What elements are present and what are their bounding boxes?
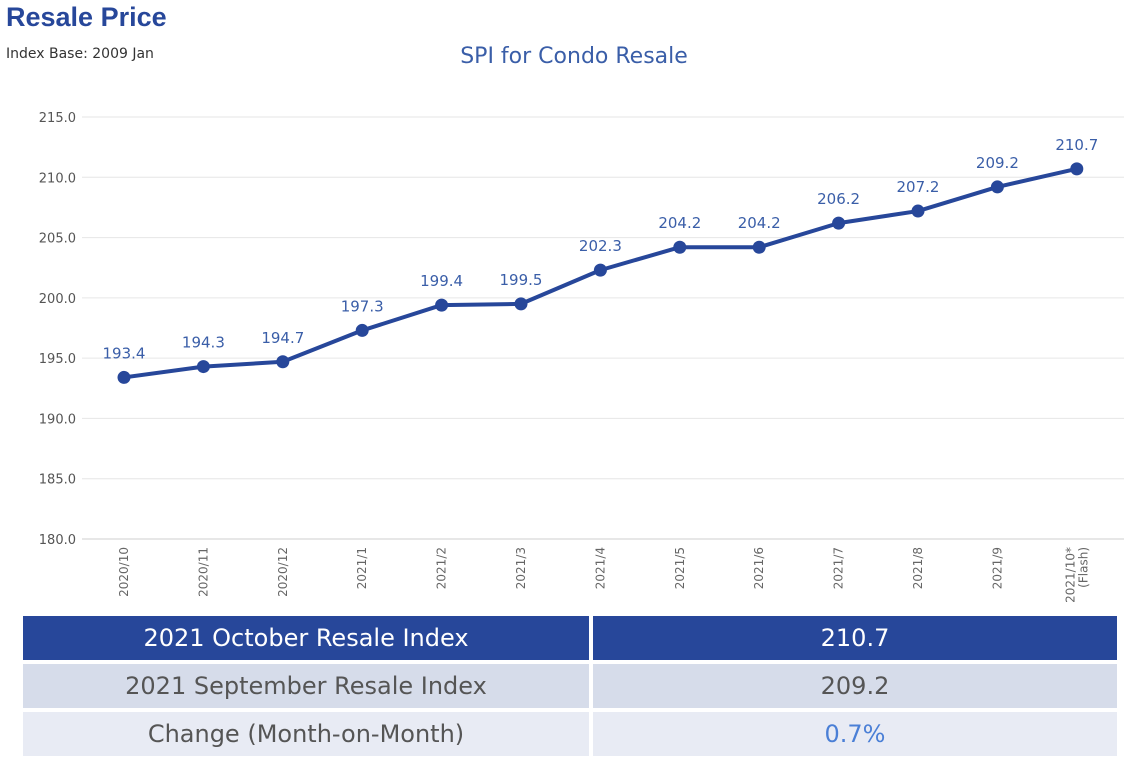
y-tick-label: 200.0 — [39, 292, 76, 307]
table-row: 2021 September Resale Index 209.2 — [23, 664, 1117, 712]
data-label: 202.3 — [579, 237, 622, 255]
x-tick-label-line: 2021/7 — [832, 547, 846, 589]
x-tick-label: 2021/3 — [514, 547, 528, 589]
chart-title: SPI for Condo Resale — [460, 44, 688, 69]
data-point — [276, 355, 290, 369]
data-point — [673, 240, 687, 254]
x-tick-label-line: 2021/3 — [514, 547, 528, 589]
x-tick-label: 2020/12 — [276, 547, 290, 597]
data-label: 204.2 — [738, 214, 781, 232]
x-tick-label: 2021/9 — [990, 547, 1004, 589]
x-tick-label: 2021/2 — [435, 547, 449, 589]
x-tick-label: 2021/10*(Flash) — [1063, 547, 1090, 603]
data-label: 207.2 — [897, 178, 940, 196]
change-value: 0.7% — [593, 712, 1117, 760]
current-month-label: 2021 October Resale Index — [23, 616, 593, 664]
data-label: 209.2 — [976, 154, 1019, 172]
data-label: 210.7 — [1055, 136, 1098, 154]
spi-line-chart: SPI for Condo Resale 180.0 185.0 190.0 195.… — [39, 44, 1124, 603]
data-point — [752, 240, 766, 254]
x-tick-label-line: 2021/10* — [1063, 547, 1077, 603]
data-point — [1070, 162, 1084, 176]
y-tick-label: 180.0 — [39, 533, 76, 548]
data-label: 206.2 — [817, 190, 860, 208]
data-point — [514, 297, 528, 311]
previous-month-label: 2021 September Resale Index — [23, 664, 593, 712]
table-row: 2021 October Resale Index 210.7 — [23, 616, 1117, 664]
x-tick-label-line: 2021/5 — [673, 547, 687, 589]
y-tick-label: 195.0 — [39, 352, 76, 367]
x-tick-label: 2021/1 — [355, 547, 369, 589]
x-tick-label: 2021/4 — [593, 547, 607, 589]
data-label: 194.7 — [261, 329, 304, 347]
y-tick-label: 215.0 — [39, 111, 76, 126]
y-tick-label: 210.0 — [39, 171, 76, 186]
table-row: Change (Month-on-Month) 0.7% — [23, 712, 1117, 760]
x-tick-label-line: 2021/9 — [990, 547, 1004, 589]
y-tick-label: 190.0 — [39, 412, 76, 427]
x-tick-label-line: 2020/11 — [196, 547, 210, 597]
data-point — [196, 360, 210, 374]
data-point — [117, 370, 131, 384]
x-tick-label-line: 2020/10 — [117, 547, 131, 597]
data-label: 199.4 — [420, 272, 463, 290]
x-tick-label: 2021/5 — [673, 547, 687, 589]
data-label: 193.4 — [103, 344, 146, 362]
current-month-value: 210.7 — [593, 616, 1117, 664]
x-tick-label-line: 2021/2 — [435, 547, 449, 589]
data-point — [593, 263, 607, 277]
data-point — [832, 216, 846, 230]
page-title: Resale Price — [6, 2, 167, 32]
x-tick-label-line: 2021/4 — [593, 547, 607, 589]
resale-index-table: 2021 October Resale Index 210.7 2021 Sep… — [23, 616, 1117, 760]
data-point — [355, 323, 369, 337]
x-tick-label: 2021/7 — [832, 547, 846, 589]
change-label: Change (Month-on-Month) — [23, 712, 593, 760]
data-point — [435, 298, 449, 312]
data-point — [990, 180, 1004, 194]
y-tick-label: 185.0 — [39, 473, 76, 488]
y-tick-label: 205.0 — [39, 232, 76, 247]
x-tick-label-line: 2021/6 — [752, 547, 766, 589]
x-tick-label: 2020/10 — [117, 547, 131, 597]
index-base-note: Index Base: 2009 Jan — [6, 46, 154, 62]
data-point — [911, 204, 925, 218]
x-tick-label: 2021/6 — [752, 547, 766, 589]
x-tick-label-line: 2021/1 — [355, 547, 369, 589]
data-label: 199.5 — [500, 271, 543, 289]
x-tick-label: 2021/8 — [911, 547, 925, 589]
data-label: 197.3 — [341, 297, 384, 315]
x-tick-label-line: (Flash) — [1076, 547, 1090, 588]
data-label: 204.2 — [658, 214, 701, 232]
data-label: 194.3 — [182, 334, 225, 352]
x-tick-label-line: 2020/12 — [276, 547, 290, 597]
x-tick-label: 2020/11 — [196, 547, 210, 597]
previous-month-value: 209.2 — [593, 664, 1117, 712]
x-tick-label-line: 2021/8 — [911, 547, 925, 589]
